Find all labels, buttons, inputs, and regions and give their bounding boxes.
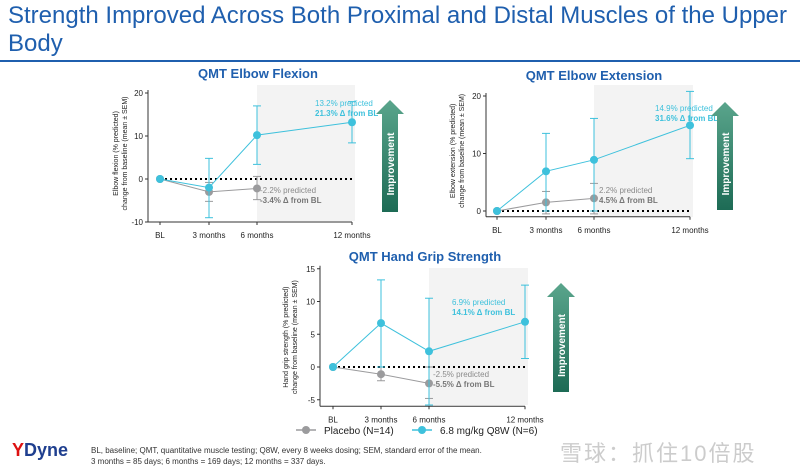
footnote-line: 3 months = 85 days; 6 months = 169 days;… bbox=[91, 457, 326, 466]
dyne-logo: YDyne bbox=[12, 440, 69, 460]
legend-label: Placebo (N=14) bbox=[324, 426, 394, 437]
drug-data-point bbox=[253, 131, 261, 140]
chart-title: QMT Elbow Extension bbox=[526, 68, 663, 83]
shaded-region bbox=[257, 85, 355, 221]
y-axis-label: change from baseline (mean ± SEM) bbox=[292, 280, 299, 394]
legend-marker bbox=[302, 426, 310, 434]
title-divider bbox=[0, 60, 800, 62]
placebo-annotation: 2.2% predicted bbox=[599, 186, 652, 195]
placebo-data-point bbox=[377, 370, 385, 379]
page-title: Strength Improved Across Both Proximal a… bbox=[8, 2, 788, 57]
y-tick-label: 20 bbox=[134, 89, 143, 98]
chart-title: QMT Hand Grip Strength bbox=[349, 249, 501, 264]
chart-title: QMT Elbow Flexion bbox=[198, 66, 318, 81]
improvement-label: Improvement bbox=[386, 132, 397, 195]
drug-series-line bbox=[159, 121, 353, 189]
drug-data-point bbox=[348, 118, 356, 127]
legend-marker bbox=[418, 426, 426, 434]
drug-data-point bbox=[329, 363, 337, 371]
y-tick-label: 10 bbox=[134, 132, 143, 141]
drug-annotation: 14.9% predicted bbox=[655, 104, 713, 113]
y-axis-label: Hand grip strength (% predicted) bbox=[283, 287, 290, 388]
legend: Placebo (N=14) 6.8 mg/kg Q8W (N=6) bbox=[296, 426, 538, 437]
drug-series-line bbox=[496, 124, 691, 212]
y-tick-label: -5 bbox=[308, 396, 316, 405]
drug-annotation: 21.3% Δ from BL bbox=[315, 109, 378, 118]
placebo-annotation: -2.2% predicted bbox=[260, 186, 316, 195]
y-tick-label: 20 bbox=[472, 92, 481, 101]
y-tick-label: 0 bbox=[477, 207, 482, 216]
placebo-annotation: -2.5% predicted bbox=[433, 370, 489, 379]
y-axis-label: change from baseline (mean ± SEM) bbox=[122, 97, 129, 211]
x-tick-label: 12 months bbox=[506, 415, 543, 424]
y-tick-label: -10 bbox=[131, 218, 143, 227]
drug-annotation: 14.1% Δ from BL bbox=[452, 308, 515, 317]
improvement-label: Improvement bbox=[721, 132, 732, 195]
x-tick-label: BL bbox=[328, 415, 338, 424]
placebo-annotation: 4.5% Δ from BL bbox=[599, 196, 658, 205]
improvement-arrow-icon bbox=[711, 102, 739, 210]
drug-data-point bbox=[156, 175, 164, 183]
y-tick-label: 10 bbox=[472, 150, 481, 159]
x-tick-label: 3 months bbox=[530, 226, 563, 235]
drug-data-point bbox=[205, 183, 213, 192]
watermark: 雪球：抓住10倍股 bbox=[560, 441, 757, 466]
y-tick-label: 0 bbox=[311, 363, 316, 372]
y-axis-label: Elbow extension (% predicted) bbox=[450, 104, 457, 199]
x-tick-label: 6 months bbox=[413, 415, 446, 424]
chart-qmt-elbow-flexion: QMT Elbow Flexion -10 0 10 20 BL 3 months 6 mon… bbox=[113, 66, 404, 240]
x-tick-label: 6 months bbox=[578, 226, 611, 235]
footnote: BL, baseline; QMT, quantitative muscle t… bbox=[91, 445, 482, 467]
placebo-annotation: -3.4% Δ from BL bbox=[260, 196, 322, 205]
drug-data-point bbox=[377, 319, 385, 328]
x-tick-label: BL bbox=[492, 226, 502, 235]
x-tick-label: 3 months bbox=[365, 415, 398, 424]
placebo-data-point bbox=[253, 184, 261, 193]
y-tick-label: 5 bbox=[311, 330, 316, 339]
improvement-label: Improvement bbox=[557, 313, 568, 376]
improvement-arrow-icon bbox=[376, 100, 404, 212]
y-tick-label: 10 bbox=[306, 298, 315, 307]
improvement-arrow-icon bbox=[547, 283, 575, 392]
drug-data-point bbox=[425, 347, 433, 356]
drug-annotation: 13.2% predicted bbox=[315, 99, 373, 108]
drug-data-point bbox=[493, 207, 501, 215]
drug-data-point bbox=[686, 121, 694, 130]
drug-annotation: 31.6% Δ from BL bbox=[655, 114, 718, 123]
shaded-region bbox=[594, 85, 693, 217]
drug-series-line bbox=[332, 321, 526, 368]
x-tick-label: BL bbox=[155, 231, 165, 240]
drug-data-point bbox=[590, 155, 598, 164]
chart-qmt-elbow-extension: QMT Elbow Extension 0 10 20 BL 3 months 6 mont… bbox=[450, 68, 739, 235]
legend-label: 6.8 mg/kg Q8W (N=6) bbox=[440, 426, 538, 437]
chart-qmt-hand-grip-strength: QMT Hand Grip Strength -5 0 5 10 15 BL 3 months… bbox=[283, 249, 575, 424]
x-tick-label: 12 months bbox=[671, 226, 708, 235]
x-tick-label: 3 months bbox=[193, 231, 226, 240]
placebo-annotation: -5.5% Δ from BL bbox=[433, 380, 495, 389]
drug-annotation: 6.9% predicted bbox=[452, 298, 505, 307]
footnote-line: BL, baseline; QMT, quantitative muscle t… bbox=[91, 446, 482, 455]
y-tick-label: 0 bbox=[139, 175, 144, 184]
x-tick-label: 12 months bbox=[333, 231, 370, 240]
drug-data-point bbox=[521, 317, 529, 326]
y-axis-label: change from baseline (mean ± SEM) bbox=[459, 94, 466, 208]
x-tick-label: 6 months bbox=[241, 231, 274, 240]
y-tick-label: 15 bbox=[306, 265, 315, 274]
drug-data-point bbox=[542, 167, 550, 176]
y-axis-label: Elbow flexion (% predicted) bbox=[113, 111, 120, 196]
